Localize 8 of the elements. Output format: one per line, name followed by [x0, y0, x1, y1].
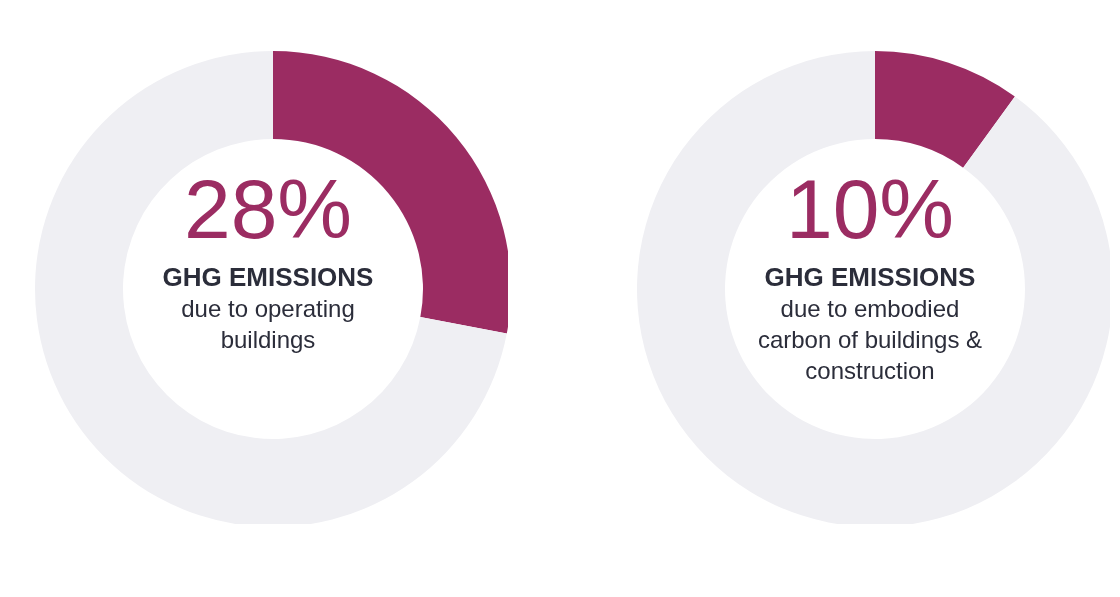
donut-slice — [637, 51, 1110, 524]
data-label: 28% — [182, 162, 354, 256]
data-label: 10% — [784, 162, 956, 256]
text: due to operating buildings — [180, 294, 356, 355]
text: due to embodied carbon of buildings & construction — [756, 294, 984, 386]
donut-slice — [875, 51, 1015, 168]
text: GHG EMISSIONS — [763, 262, 977, 293]
text: GHG EMISSIONS — [161, 262, 375, 293]
